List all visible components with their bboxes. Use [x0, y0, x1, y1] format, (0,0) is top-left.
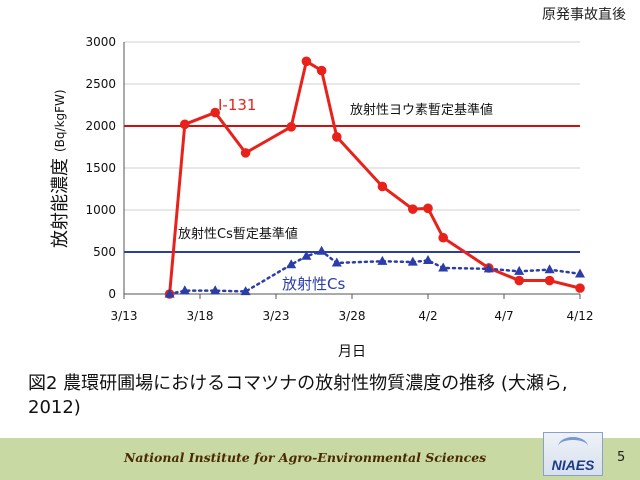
- data-point-i131: [316, 65, 327, 76]
- corner-label: 原発事故直後: [542, 7, 626, 23]
- y-tick-label: 3000: [85, 35, 116, 49]
- footer-band: [0, 438, 640, 480]
- data-point-cs: [301, 250, 312, 260]
- figure-caption: 図2 農環研圃場におけるコマツナの放射性物質濃度の推移 (大瀬ら, 2012): [28, 373, 568, 418]
- y-tick-label: 500: [93, 245, 116, 259]
- data-point-i131: [180, 119, 190, 130]
- data-point-cs: [240, 286, 251, 296]
- y-axis-label: 放射能濃度: [50, 158, 71, 248]
- series-line-i131: [168, 59, 582, 296]
- y-tick-label: 2500: [85, 77, 116, 91]
- x-tick-label: 4/12: [567, 309, 594, 323]
- data-point-i131: [240, 148, 251, 158]
- x-tick-label: 4/7: [494, 309, 513, 323]
- data-point-cs: [483, 263, 494, 273]
- data-point-cs: [544, 264, 555, 274]
- x-tick-label: 3/28: [339, 309, 366, 323]
- series-label-i131: I-131: [218, 96, 256, 114]
- data-point-i131: [332, 132, 342, 142]
- data-point-cs: [331, 257, 342, 267]
- line-chart: 0 500 1000 1500 2000 2500 3000 3/13 3/18 3/23 3/28…: [50, 35, 593, 360]
- niaes-logo: NIAES: [543, 432, 603, 476]
- x-tick-label: 3/18: [187, 309, 214, 323]
- x-axis-label: 月日: [338, 344, 366, 360]
- data-point-cs: [407, 256, 418, 266]
- chart-labels: 0 500 1000 1500 2000 2500 3000 3/13 3/18 3/23 3/28…: [50, 35, 593, 360]
- data-point-i131: [423, 203, 433, 214]
- data-point-i131: [301, 56, 312, 67]
- data-point-cs: [377, 255, 388, 265]
- x-tick-label: 3/23: [263, 309, 290, 323]
- x-tick-label: 3/13: [111, 309, 138, 323]
- grid-lines: [124, 41, 580, 253]
- y-tick-label: 1000: [85, 203, 116, 217]
- logo-mark: [558, 437, 588, 456]
- data-point-i131: [408, 204, 418, 214]
- data-point-cs: [210, 285, 221, 295]
- y-tick-label: 2000: [85, 119, 116, 133]
- data-point-cs: [164, 288, 175, 298]
- logo-text: NIAES: [551, 457, 595, 473]
- data-point-cs: [438, 262, 449, 272]
- y-axis-unit: (Bq/kgFW): [53, 89, 67, 152]
- data-point-i131: [286, 122, 297, 132]
- data-point-cs: [179, 285, 190, 295]
- reference-line-label: 放射性Cs暫定基準値: [178, 226, 298, 242]
- reference-lines: [124, 125, 580, 253]
- page-number: 5: [617, 450, 626, 465]
- x-tick-label: 4/2: [418, 309, 437, 323]
- series: [164, 56, 585, 299]
- data-point-i131: [377, 181, 388, 192]
- y-tick-label: 0: [108, 287, 116, 301]
- data-point-i131: [210, 107, 220, 118]
- data-point-cs: [423, 255, 433, 264]
- data-point-i131: [438, 232, 449, 243]
- data-point-i131: [544, 275, 555, 286]
- y-tick-label: 1500: [85, 161, 116, 175]
- institute-name: National Institute for Agro-Environmenta…: [124, 450, 487, 465]
- data-point-cs: [575, 268, 585, 278]
- data-point-i131: [575, 283, 585, 293]
- data-point-cs: [316, 245, 327, 255]
- data-point-i131: [514, 275, 524, 286]
- reference-line-label: 放射性ヨウ素暫定基準値: [350, 102, 493, 118]
- axes: [123, 42, 581, 299]
- series-label-cs: 放射性Cs: [282, 275, 345, 293]
- data-point-cs: [514, 265, 525, 275]
- series-line-cs: [168, 249, 582, 296]
- data-point-cs: [286, 259, 297, 269]
